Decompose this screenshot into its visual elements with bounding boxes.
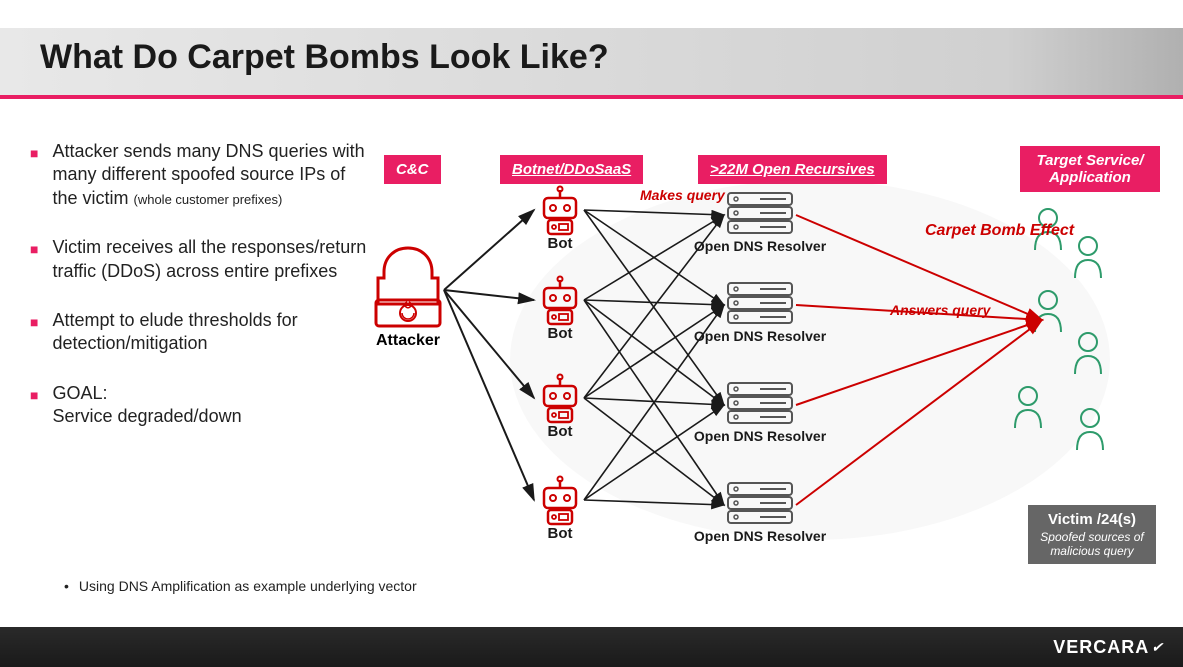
svg-text:Bot: Bot — [548, 525, 573, 542]
annot-answers: Answers query — [889, 302, 992, 318]
bullet-marker: ■ — [30, 386, 38, 429]
svg-text:Open DNS Resolver: Open DNS Resolver — [694, 428, 827, 444]
brand-mark: ✔ — [1151, 639, 1163, 656]
page-title: What Do Carpet Bombs Look Like? — [40, 38, 609, 77]
bot-icon: Bot — [544, 477, 576, 543]
bullet-marker: ■ — [30, 240, 38, 283]
attacker-icon — [376, 248, 440, 326]
svg-text:Bot: Bot — [548, 235, 573, 252]
brand-logo: VERCARA — [1053, 637, 1149, 658]
bullet-marker: ■ — [30, 144, 38, 210]
footer: VERCARA✔ — [0, 627, 1183, 667]
victim-icon — [1075, 237, 1101, 278]
bullet-item: ■Victim receives all the responses/retur… — [30, 236, 370, 283]
svg-text:Open DNS Resolver: Open DNS Resolver — [694, 328, 827, 344]
bullet-marker: ■ — [30, 313, 38, 356]
annot-effect: Carpet Bomb Effect — [925, 222, 1075, 239]
victim-box: Victim /24(s) Spoofed sources of malicio… — [1028, 505, 1156, 564]
svg-text:Open DNS Resolver: Open DNS Resolver — [694, 528, 827, 544]
bot-icon: Bot — [544, 187, 576, 253]
svg-text:Open DNS Resolver: Open DNS Resolver — [694, 238, 827, 254]
svg-text:Bot: Bot — [548, 423, 573, 440]
attacker-label: Attacker — [376, 332, 440, 349]
victim-sub: Spoofed sources of malicious query — [1032, 530, 1152, 558]
bullet-item: ■Attacker sends many DNS queries with ma… — [30, 140, 370, 210]
header-accent — [0, 95, 1183, 99]
svg-text:Bot: Bot — [548, 325, 573, 342]
bullet-item: ■Attempt to elude thresholds for detecti… — [30, 309, 370, 356]
bullet-list: ■Attacker sends many DNS queries with ma… — [30, 140, 370, 455]
victim-title: Victim /24(s) — [1032, 511, 1152, 528]
bullet-item: ■GOAL: Service degraded/down — [30, 382, 370, 429]
annot-makes: Makes query — [640, 187, 726, 203]
